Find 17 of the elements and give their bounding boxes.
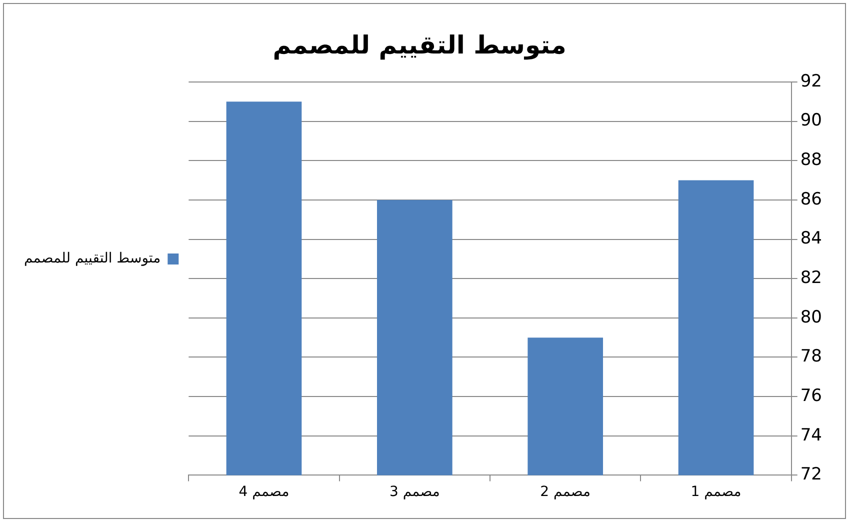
y-tick-label: 84 (800, 228, 822, 249)
y-tick-label: 74 (800, 425, 822, 446)
legend-label: متوسط التقييم للمصمم (24, 250, 161, 267)
y-tick-label: 78 (800, 346, 822, 367)
y-tick-label: 72 (800, 464, 822, 485)
y-tick-label: 86 (800, 189, 822, 210)
y-tick-label: 82 (800, 268, 822, 288)
y-tick-label: 90 (800, 110, 822, 131)
y-tick-label: 88 (800, 150, 822, 170)
x-tick-label: مصمم 4 (238, 484, 290, 500)
x-tick-label: مصمم 2 (540, 484, 591, 500)
x-tick-label: مصمم 3 (389, 484, 440, 500)
y-tick-label: 80 (800, 307, 822, 328)
y-tick-label: 92 (800, 71, 822, 92)
y-tick-label: 76 (800, 386, 822, 406)
chart-title: متوسط التقييم للمصمم (272, 30, 566, 60)
x-tick-label: مصمم 1 (690, 484, 742, 500)
